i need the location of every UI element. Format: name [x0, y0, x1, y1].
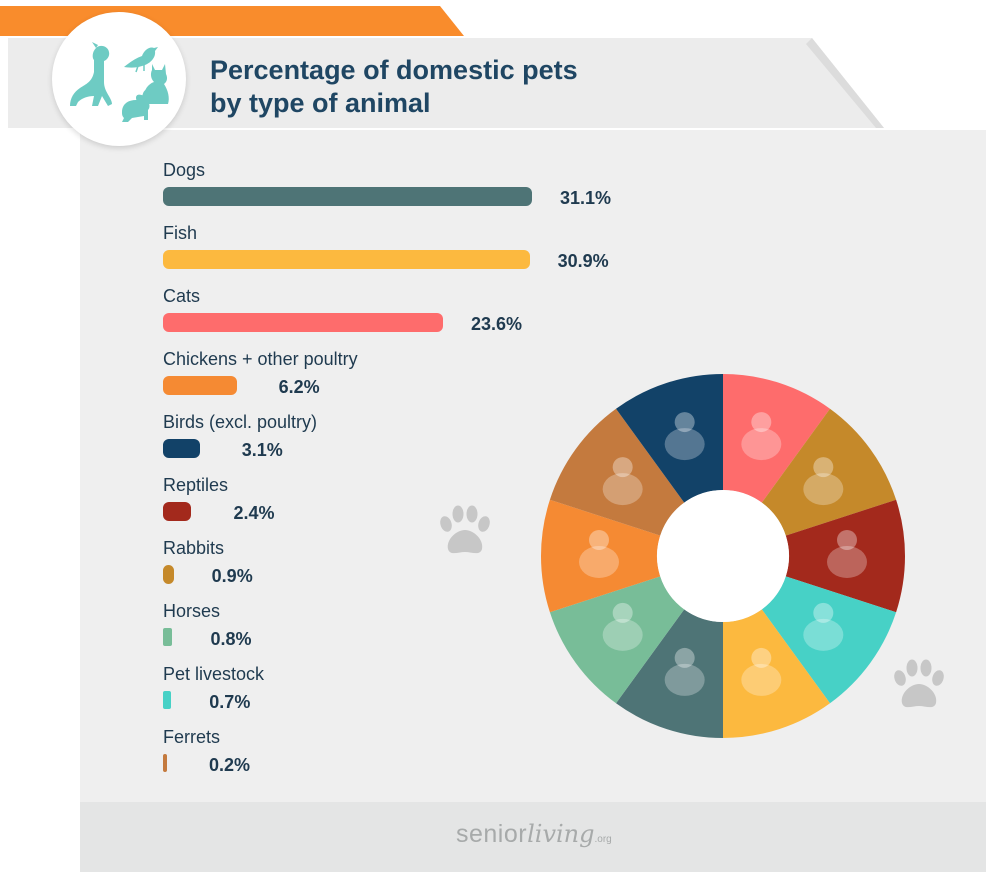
bar-value-label: 0.8% — [210, 629, 252, 649]
bar-category-label: Rabbits — [163, 538, 225, 558]
bar — [163, 376, 237, 395]
donut-segment — [761, 576, 897, 704]
bar-category-label: Horses — [163, 601, 221, 621]
logo-circle — [52, 12, 186, 146]
paw-print-icon — [440, 505, 490, 554]
pet-donut-illustration — [541, 374, 905, 738]
bar-category-label: Fish — [163, 223, 198, 243]
bar-category-label: Birds (excl. poultry) — [163, 412, 318, 432]
bar-value-label: 2.4% — [233, 503, 275, 523]
donut-segment — [616, 374, 723, 503]
donut-segment — [541, 499, 661, 613]
rabbit-icon — [122, 90, 153, 122]
paw-print-icon — [894, 659, 944, 708]
donut-segment — [761, 408, 897, 536]
donut-segment — [549, 576, 685, 704]
cat-icon — [741, 412, 782, 461]
bar-category-label: Cats — [163, 286, 201, 306]
goldfish-icon — [741, 647, 782, 696]
bar-value-label: 30.9% — [557, 251, 609, 271]
footer-band — [80, 802, 986, 872]
bar-category-label: Pet livestock — [163, 664, 265, 684]
bar-value-label: 0.7% — [209, 692, 251, 712]
brand-living: living — [527, 820, 595, 848]
brand-senior: senior — [456, 820, 528, 848]
horse-icon — [602, 602, 643, 651]
bar — [163, 313, 443, 332]
bar — [163, 565, 174, 584]
bar-value-label: 6.2% — [278, 377, 320, 397]
title-line-2: by type of animal — [210, 88, 431, 118]
bar — [163, 187, 532, 206]
pig-icon — [803, 602, 844, 651]
bird-icon — [124, 47, 158, 73]
brand-org: .org — [594, 834, 612, 845]
donut-segment — [723, 609, 830, 738]
bar-value-label: 31.1% — [560, 188, 612, 208]
donut-segment — [616, 609, 723, 738]
bar — [163, 250, 530, 269]
donut-segment — [723, 374, 830, 503]
bar — [163, 502, 192, 521]
bar — [163, 754, 167, 772]
page-title: Percentage of domestic pets by type of a… — [210, 54, 650, 120]
bar — [163, 628, 173, 646]
header-banner — [8, 38, 884, 128]
bar — [163, 691, 172, 709]
brand-logo: seniorliving.org — [456, 820, 636, 860]
bar-value-label: 0.9% — [211, 566, 253, 586]
bar-category-label: Ferrets — [163, 727, 221, 747]
donut-segment — [549, 408, 685, 536]
bar-category-label: Chickens + other poultry — [163, 349, 358, 369]
donut-hole — [657, 490, 789, 622]
donut-segment — [785, 499, 905, 613]
lizard-icon — [827, 530, 867, 578]
bar-category-label: Reptiles — [163, 475, 229, 495]
hamster-wheel-icon — [602, 457, 643, 506]
chinchilla-icon — [803, 457, 844, 506]
title-line-1: Percentage of domestic pets — [210, 55, 578, 85]
dog-icon — [70, 42, 112, 106]
cat-icon — [136, 64, 169, 104]
parakeet-icon — [664, 412, 705, 461]
rooster-icon — [579, 530, 619, 578]
bar-category-label: Dogs — [163, 160, 206, 180]
bar-value-label: 3.1% — [241, 440, 283, 460]
husky-icon — [664, 647, 705, 696]
bar-value-label: 0.2% — [209, 755, 251, 775]
bar — [163, 439, 200, 458]
bar-value-label: 23.6% — [471, 314, 523, 334]
